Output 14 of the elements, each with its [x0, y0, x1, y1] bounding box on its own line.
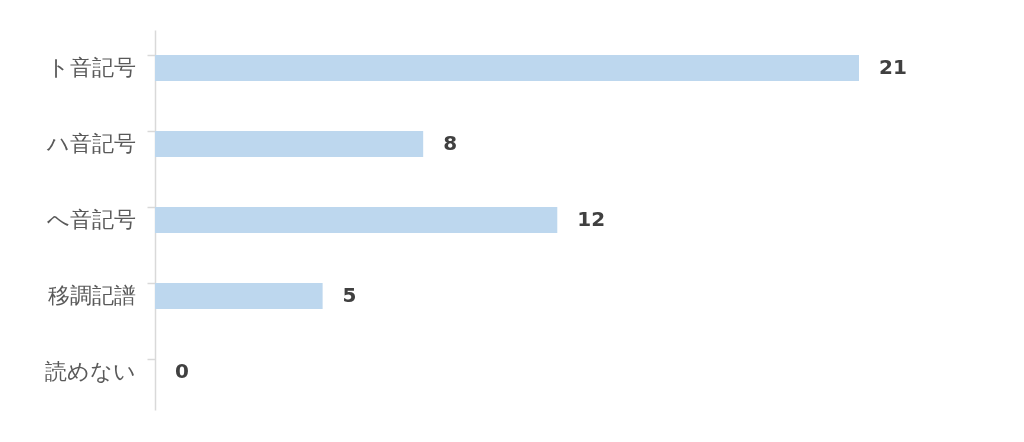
- data-label: 12: [577, 207, 606, 231]
- y-tick-label: 移調記譜: [47, 283, 136, 308]
- y-tick-label: ト音記号: [46, 55, 136, 80]
- bar: [155, 55, 859, 81]
- data-label: 8: [443, 131, 458, 155]
- bar: [155, 131, 424, 157]
- bar: [155, 207, 558, 233]
- bar: [155, 283, 323, 309]
- y-tick-label: 読めない: [44, 359, 136, 384]
- y-tick-label: へ音記号: [46, 207, 136, 232]
- data-label: 0: [175, 359, 189, 383]
- data-label: 5: [342, 283, 357, 307]
- data-label: 21: [879, 55, 907, 79]
- y-tick-label: ハ音記号: [45, 131, 136, 156]
